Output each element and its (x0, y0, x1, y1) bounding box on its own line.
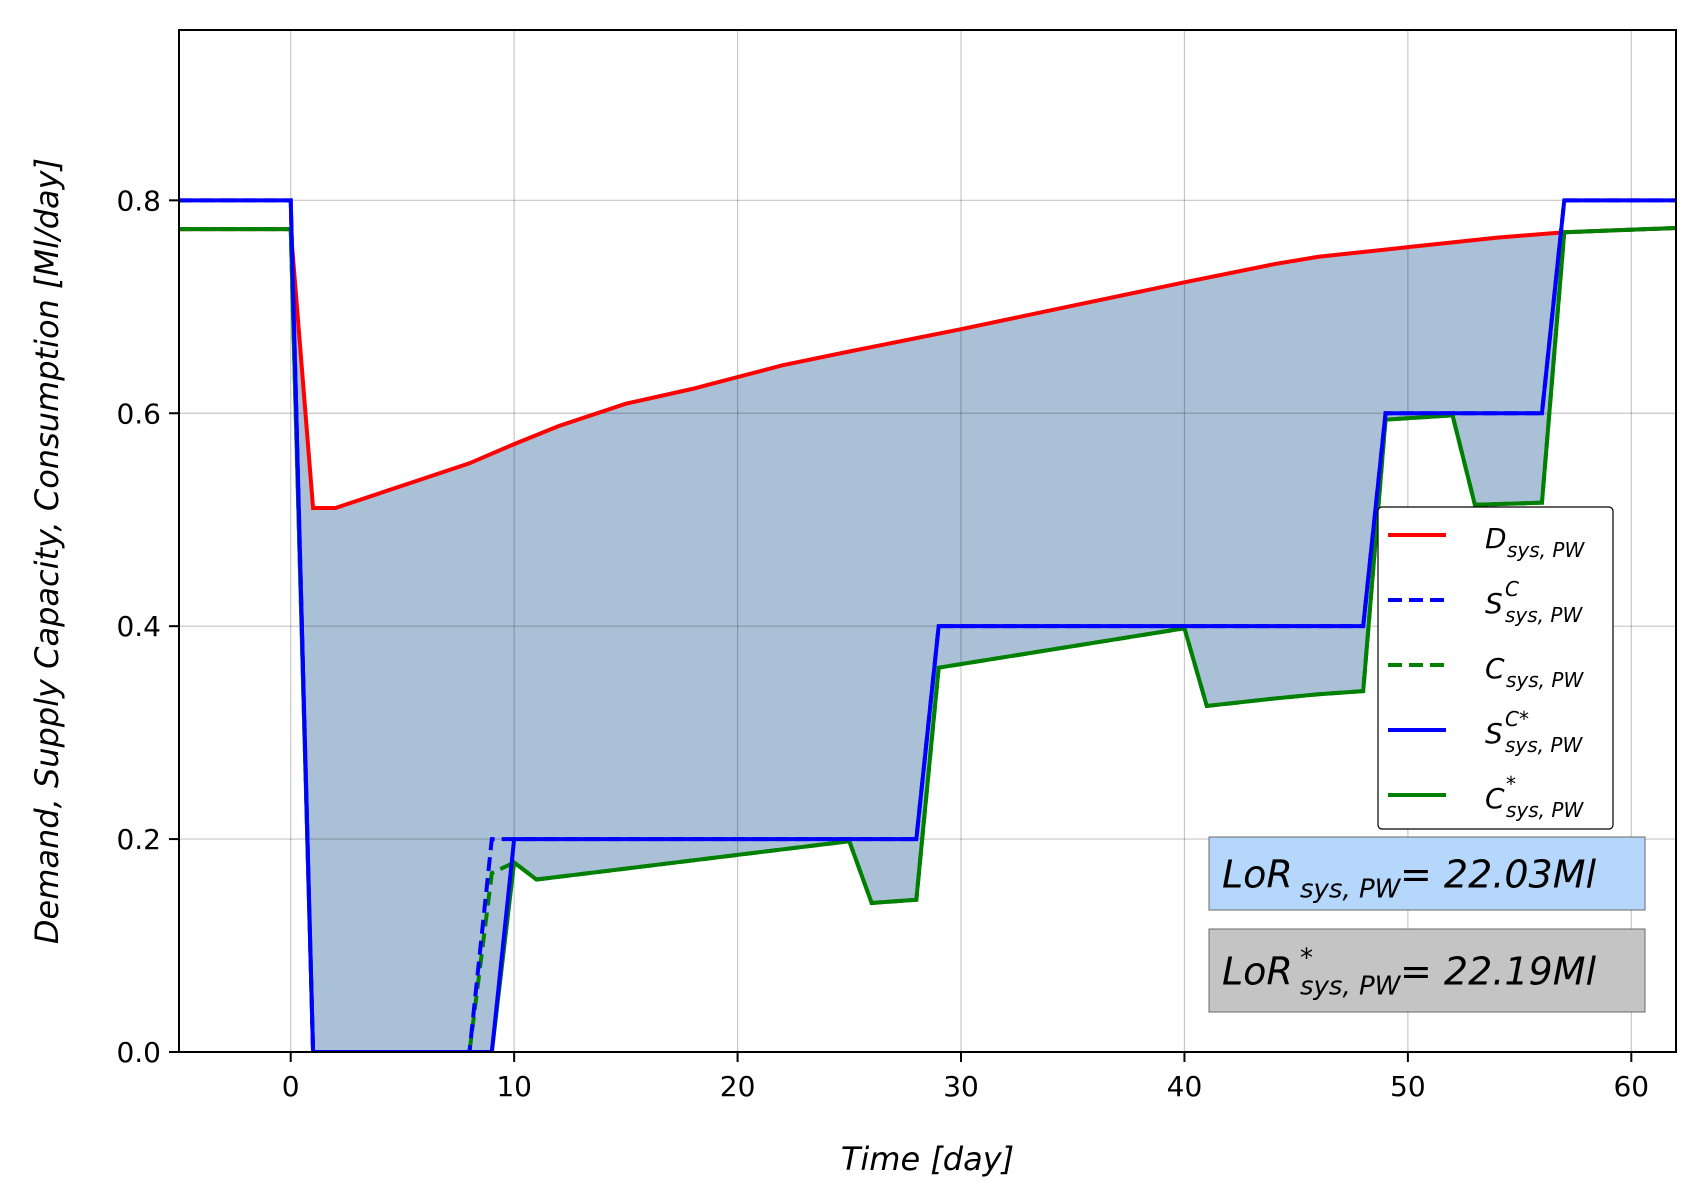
legend-label-sub: sys, PW (1505, 733, 1583, 757)
annotation-sub: sys, PW (1300, 972, 1402, 1002)
x-tick-label: 20 (720, 1070, 756, 1103)
y-tick-label: 0.0 (116, 1036, 161, 1069)
annotation-sub: sys, PW (1300, 875, 1402, 905)
plot-frame (178, 29, 1677, 1053)
annotation-main: LoR (1222, 853, 1293, 897)
legend-label-sup: C* (1505, 707, 1529, 731)
x-axis-label: Time [day] (841, 1140, 1014, 1178)
annotation-box (1208, 836, 1646, 911)
legend-label-sub: sys, PW (1505, 603, 1583, 627)
legend-label-sub: sys, PW (1506, 668, 1584, 692)
series-line-3 (179, 198, 1676, 1052)
legend-label: C (1485, 652, 1505, 685)
y-axis-label: Demand, Supply Capacity, Consumption [Ml… (28, 158, 66, 944)
legend-label: C (1485, 782, 1505, 815)
loss-area-fill (179, 228, 1676, 1052)
annotation-value: = 22.19Ml (1400, 950, 1596, 994)
legend-label-sub: sys, PW (1507, 538, 1585, 562)
y-tick-label: 0.6 (116, 397, 161, 430)
series-line-0 (179, 226, 1676, 510)
y-tick-label: 0.4 (116, 610, 161, 643)
x-tick-label: 0 (282, 1070, 300, 1103)
annotation-box (1208, 928, 1646, 1013)
annotation-main: LoR (1222, 950, 1293, 994)
x-tick-label: 30 (943, 1070, 979, 1103)
legend-label-sup: C (1505, 577, 1519, 601)
legend-box (1377, 506, 1614, 830)
x-tick-label: 60 (1613, 1070, 1649, 1103)
legend-label-sup: * (1506, 772, 1516, 796)
legend-label-sub: sys, PW (1506, 798, 1584, 822)
axis-ticks: 0 10 20 30 40 50 60 0.0 0.2 0.4 0.6 0.8 (116, 184, 1649, 1103)
legend-label: S (1485, 587, 1503, 620)
y-tick-label: 0.8 (116, 184, 161, 217)
legend-label: S (1485, 717, 1503, 750)
annotation-value: = 22.03Ml (1400, 853, 1596, 897)
series-lines (179, 198, 1676, 1052)
x-tick-label: 50 (1390, 1070, 1426, 1103)
x-tick-label: 10 (496, 1070, 532, 1103)
x-tick-label: 40 (1167, 1070, 1203, 1103)
legend-label: D (1485, 522, 1507, 555)
annotation-sup: * (1300, 944, 1313, 974)
loss-area (179, 228, 1676, 1052)
y-tick-label: 0.2 (116, 823, 161, 856)
